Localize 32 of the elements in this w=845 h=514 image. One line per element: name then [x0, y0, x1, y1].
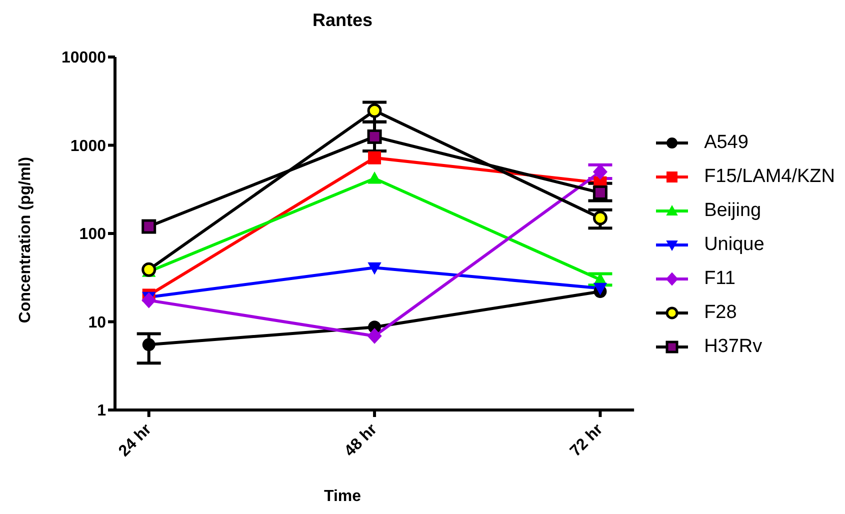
point	[368, 262, 382, 274]
x-tick-label: 72 hr	[567, 420, 606, 460]
point	[142, 338, 156, 352]
point	[368, 172, 382, 184]
x-tick-label: 48 hr	[341, 420, 381, 460]
point	[367, 328, 382, 344]
point	[592, 210, 608, 226]
y-tick-label: 100	[79, 226, 106, 244]
point	[142, 262, 156, 277]
point	[367, 129, 382, 144]
legend-label: H37Rv	[704, 336, 762, 358]
legend-label: F11	[704, 268, 736, 290]
point	[367, 103, 382, 118]
legend-label: F15/LAM4/KZN	[704, 166, 835, 188]
legend-label: F28	[704, 302, 737, 324]
point	[142, 219, 156, 234]
legend-label: A549	[704, 132, 748, 154]
y-tick-label: 1	[97, 402, 106, 420]
y-tick-label: 10	[88, 314, 106, 332]
legend-label: Beijing	[704, 200, 762, 222]
y-tick-label: 10000	[62, 50, 106, 67]
point	[593, 164, 608, 180]
y-axis-title: Concentration (pg/ml)	[17, 156, 35, 324]
point	[594, 282, 607, 295]
point	[368, 151, 382, 164]
point	[592, 185, 608, 200]
y-tick-label: 1000	[70, 138, 106, 155]
chart-title: Rantes	[311, 10, 374, 31]
point	[142, 292, 156, 308]
legend-label: Unique	[704, 234, 764, 256]
x-axis-title: Time	[322, 488, 362, 506]
x-tick-label: 24 hr	[116, 420, 155, 460]
